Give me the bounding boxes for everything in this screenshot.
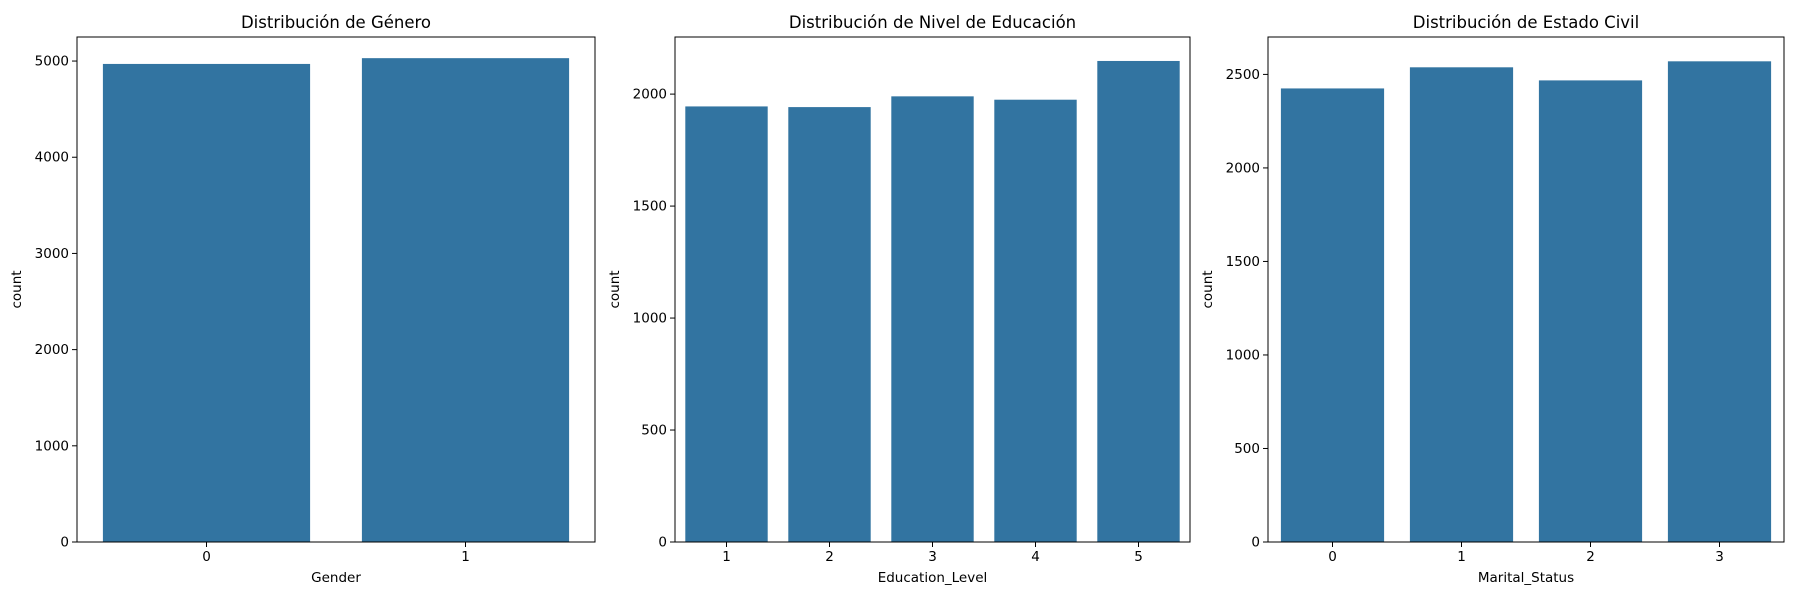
y-tick-label-gender-2000: 2000 (35, 342, 69, 358)
bar-education-3 (891, 96, 974, 543)
y-tick-label-marital-2500: 2500 (1226, 67, 1260, 83)
bar-education-2 (788, 107, 871, 543)
y-tick-label-gender-5000: 5000 (35, 54, 69, 70)
chart-title-gender: Distribución de Género (241, 13, 431, 32)
plot-frame-gender (76, 36, 596, 543)
y-tick-label-education-2000: 2000 (633, 87, 667, 103)
x-ticks-education: 1 2 3 4 5 (722, 542, 1143, 565)
plot-frame-education (674, 36, 1191, 543)
bars-education (685, 60, 1180, 543)
y-tick-label-education-1500: 1500 (633, 199, 667, 215)
x-axis-label-education: Education_Level (878, 570, 988, 586)
y-tick-label-gender-4000: 4000 (35, 150, 69, 166)
bar-marital-2 (1538, 80, 1643, 543)
y-tick-label-marital-500: 500 (1234, 441, 1260, 457)
y-tick-label-gender-3000: 3000 (35, 246, 69, 262)
chart-title-marital: Distribución de Estado Civil (1413, 13, 1639, 32)
y-axis-label-education: count (607, 270, 623, 308)
bars-gender (102, 58, 570, 543)
y-axis-label-marital: count (1200, 270, 1216, 308)
y-tick-label-marital-1500: 1500 (1226, 254, 1260, 270)
chart-title-education: Distribución de Nivel de Educación (789, 13, 1076, 32)
bar-marital-1 (1409, 67, 1514, 543)
y-tick-label-gender-1000: 1000 (35, 438, 69, 454)
y-tick-label-marital-1000: 1000 (1226, 347, 1260, 363)
x-tick-label-education-1: 1 (722, 549, 731, 565)
y-tick-label-education-500: 500 (641, 423, 667, 439)
bar-marital-0 (1280, 88, 1385, 543)
y-tick-label-education-1000: 1000 (633, 311, 667, 327)
plot-frame-marital (1267, 36, 1785, 543)
x-tick-label-marital-0: 0 (1328, 549, 1337, 565)
x-tick-label-education-2: 2 (825, 549, 834, 565)
y-ticks-education: 0 500 1000 1500 2000 (633, 87, 675, 551)
x-tick-label-gender-1: 1 (461, 549, 470, 565)
x-axis-label-gender: Gender (311, 570, 361, 586)
x-tick-label-marital-1: 1 (1457, 549, 1466, 565)
x-tick-label-marital-2: 2 (1586, 549, 1595, 565)
bar-education-5 (1097, 60, 1180, 542)
bar-marital-3 (1667, 61, 1772, 542)
y-tick-label-marital-2000: 2000 (1226, 160, 1260, 176)
panel-marital: Distribución de Estado Civil Marital_Sta… (1200, 13, 1785, 586)
y-axis-label-gender: count (9, 270, 25, 308)
y-tick-label-education-0: 0 (658, 535, 667, 551)
y-ticks-gender: 0 1000 2000 3000 4000 5000 (35, 54, 77, 551)
y-tick-label-marital-0: 0 (1251, 535, 1260, 551)
panel-gender: Distribución de Género Gender count 0100… (9, 13, 596, 586)
panel-education: Distribución de Nivel de Educación Educa… (607, 13, 1191, 586)
bar-gender-0 (102, 63, 311, 542)
x-ticks-marital: 0 1 2 3 (1328, 542, 1724, 565)
x-tick-label-education-3: 3 (928, 549, 937, 565)
bar-gender-1 (361, 58, 570, 543)
x-tick-label-marital-3: 3 (1715, 549, 1724, 565)
x-tick-label-education-4: 4 (1031, 549, 1040, 565)
bar-education-4 (994, 99, 1077, 542)
x-axis-label-marital: Marital_Status (1478, 570, 1574, 586)
bar-education-1 (685, 106, 768, 543)
x-tick-label-education-5: 5 (1134, 549, 1143, 565)
y-ticks-marital: 0 500 1000 1500 2000 2500 (1226, 67, 1268, 551)
bars-marital (1280, 61, 1772, 543)
x-tick-label-gender-0: 0 (202, 549, 211, 565)
y-tick-label-gender-0: 0 (60, 535, 69, 551)
